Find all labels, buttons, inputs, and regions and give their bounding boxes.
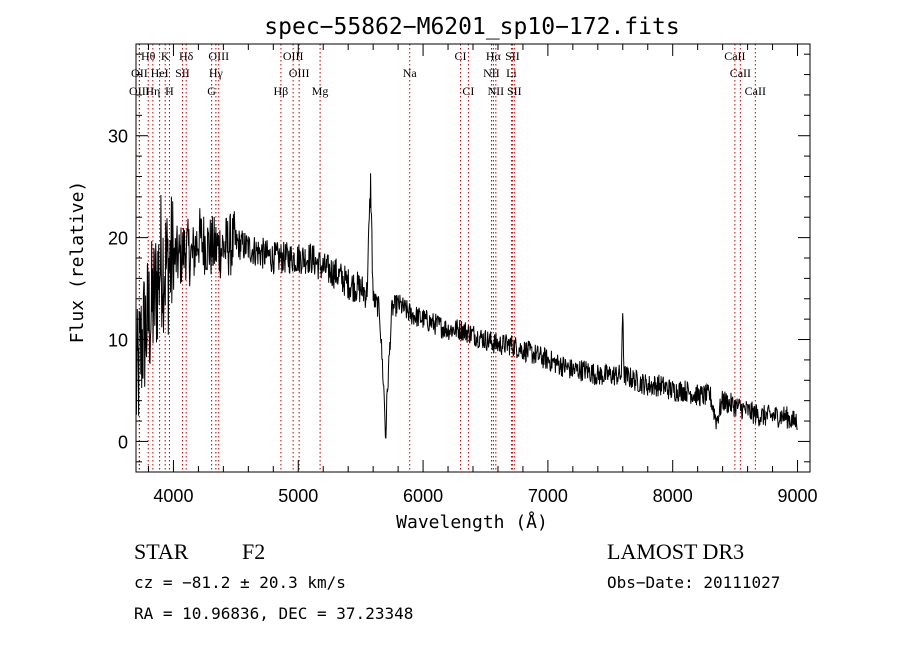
ra-dec-coordinates: RA = 10.96836, DEC = 37.23348 bbox=[134, 604, 414, 623]
x-tick-label: 9000 bbox=[777, 486, 817, 506]
object-class: STAR bbox=[134, 539, 189, 564]
x-tick-label: 6000 bbox=[403, 486, 443, 506]
spectral-line-label: Na bbox=[403, 66, 418, 80]
x-tick-label: 5000 bbox=[278, 486, 318, 506]
spectral-line-label: HeI bbox=[151, 66, 169, 80]
spectral-line-label: OIII bbox=[289, 66, 310, 80]
x-tick-label: 7000 bbox=[528, 486, 568, 506]
spectral-line-label: SII bbox=[175, 66, 190, 80]
spectral-line-label: Hγ bbox=[209, 66, 224, 80]
spectral-line-label: Hη bbox=[145, 84, 160, 98]
y-tick-label: 10 bbox=[108, 331, 128, 351]
spectral-line-label: K bbox=[161, 49, 170, 63]
spectral-line-label: SII bbox=[505, 49, 520, 63]
spectral-line-label: CaII bbox=[724, 49, 745, 63]
spectral-line-label: NII bbox=[488, 84, 505, 98]
spectral-line-label: OIII bbox=[283, 49, 304, 63]
spectral-line-label: OII bbox=[131, 66, 148, 80]
spectral-line-label: OIII bbox=[129, 84, 150, 98]
spectrum-series-line bbox=[135, 173, 798, 439]
spectral-line-label: Li bbox=[506, 66, 517, 80]
x-tick-label: 8000 bbox=[653, 486, 693, 506]
spectral-line-label: CI bbox=[455, 49, 467, 63]
y-axis-label: Flux (relative) bbox=[67, 181, 88, 344]
object-subclass: F2 bbox=[242, 539, 266, 564]
spectral-line-label: Hδ bbox=[179, 49, 194, 63]
spectral-line-label: SII bbox=[507, 84, 522, 98]
spectral-line-label: Hθ bbox=[141, 49, 156, 63]
spectral-line-label: NII bbox=[483, 66, 500, 80]
y-tick-label: 0 bbox=[118, 432, 128, 452]
spectral-line-label: Mg bbox=[312, 84, 329, 98]
spectral-line-label: CI bbox=[462, 84, 474, 98]
observation-date: Obs−Date: 20111027 bbox=[607, 573, 781, 592]
axis-tick-labels: 4000 5000 6000 7000 8000 9000 0 10 20 30 bbox=[108, 127, 818, 506]
y-tick-label: 20 bbox=[108, 229, 128, 249]
y-tick-label: 30 bbox=[108, 127, 128, 147]
spectral-line-label: G bbox=[207, 84, 216, 98]
chart-title: spec−55862−M6201_sp10−172.fits bbox=[264, 14, 679, 40]
x-tick-label: 4000 bbox=[153, 486, 193, 506]
spectral-line-label: H bbox=[165, 84, 174, 98]
axis-ticks bbox=[136, 44, 810, 472]
plot-frame bbox=[135, 43, 811, 473]
spectral-line-label: CaII bbox=[730, 66, 751, 80]
spectral-line-label: Hβ bbox=[274, 84, 289, 98]
spectral-line-label: Hα bbox=[486, 49, 502, 63]
spectral-line-label: OIII bbox=[208, 49, 229, 63]
redshift-cz: cz = −81.2 ± 20.3 km/s bbox=[134, 573, 346, 592]
spectral-line-label: CaII bbox=[745, 84, 766, 98]
x-axis-label: Wavelength (Å) bbox=[396, 511, 548, 533]
survey-name: LAMOST DR3 bbox=[607, 539, 745, 564]
